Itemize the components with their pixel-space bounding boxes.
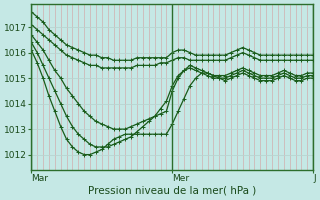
X-axis label: Pression niveau de la mer( hPa ): Pression niveau de la mer( hPa ) <box>88 186 256 196</box>
